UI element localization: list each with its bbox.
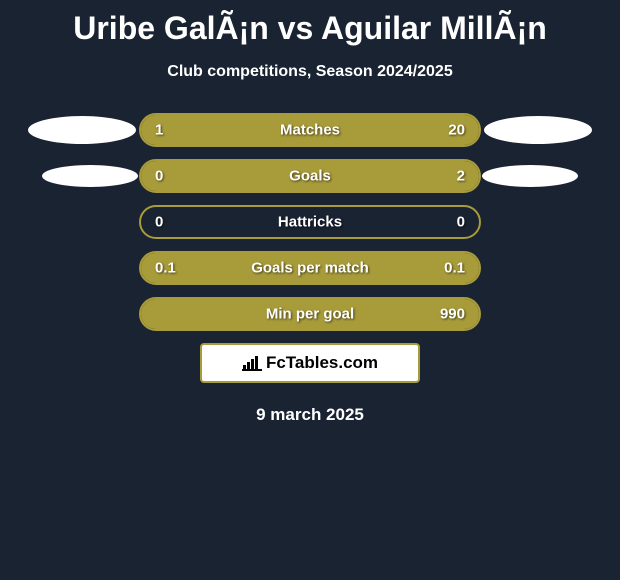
player-badge-left xyxy=(42,165,138,187)
stat-label: Goals per match xyxy=(141,260,479,277)
chart-icon xyxy=(242,355,262,371)
stat-bar: 0Hattricks0 xyxy=(139,205,481,239)
subtitle: Club competitions, Season 2024/2025 xyxy=(0,63,620,81)
stat-right-value: 2 xyxy=(457,168,465,185)
stats-area: 1Matches200Goals20Hattricks00.1Goals per… xyxy=(0,113,620,331)
stat-label: Min per goal xyxy=(141,306,479,323)
stat-right-value: 990 xyxy=(440,306,465,323)
player-badge-right xyxy=(482,165,578,187)
stat-row: 0Goals2 xyxy=(20,159,600,193)
logo-box[interactable]: FcTables.com xyxy=(200,343,420,383)
logo-text: FcTables.com xyxy=(266,353,378,373)
page-title: Uribe GalÃ¡n vs Aguilar MillÃ¡n xyxy=(0,10,620,47)
stat-right-value: 0 xyxy=(457,214,465,231)
player-badge-left xyxy=(28,116,136,144)
stat-bar: 1Matches20 xyxy=(139,113,481,147)
stat-row: Min per goal990 xyxy=(20,297,600,331)
stat-right-value: 20 xyxy=(448,122,465,139)
stat-row: 0.1Goals per match0.1 xyxy=(20,251,600,285)
stat-row: 1Matches20 xyxy=(20,113,600,147)
player-badge-right xyxy=(484,116,592,144)
date-text: 9 march 2025 xyxy=(0,405,620,425)
stat-right-value: 0.1 xyxy=(444,260,465,277)
stat-label: Hattricks xyxy=(141,214,479,231)
stat-bar: 0.1Goals per match0.1 xyxy=(139,251,481,285)
stat-row: 0Hattricks0 xyxy=(20,205,600,239)
stat-label: Matches xyxy=(141,122,479,139)
stat-bar: Min per goal990 xyxy=(139,297,481,331)
stat-label: Goals xyxy=(141,168,479,185)
main-container: Uribe GalÃ¡n vs Aguilar MillÃ¡n Club com… xyxy=(0,0,620,425)
stat-bar: 0Goals2 xyxy=(139,159,481,193)
